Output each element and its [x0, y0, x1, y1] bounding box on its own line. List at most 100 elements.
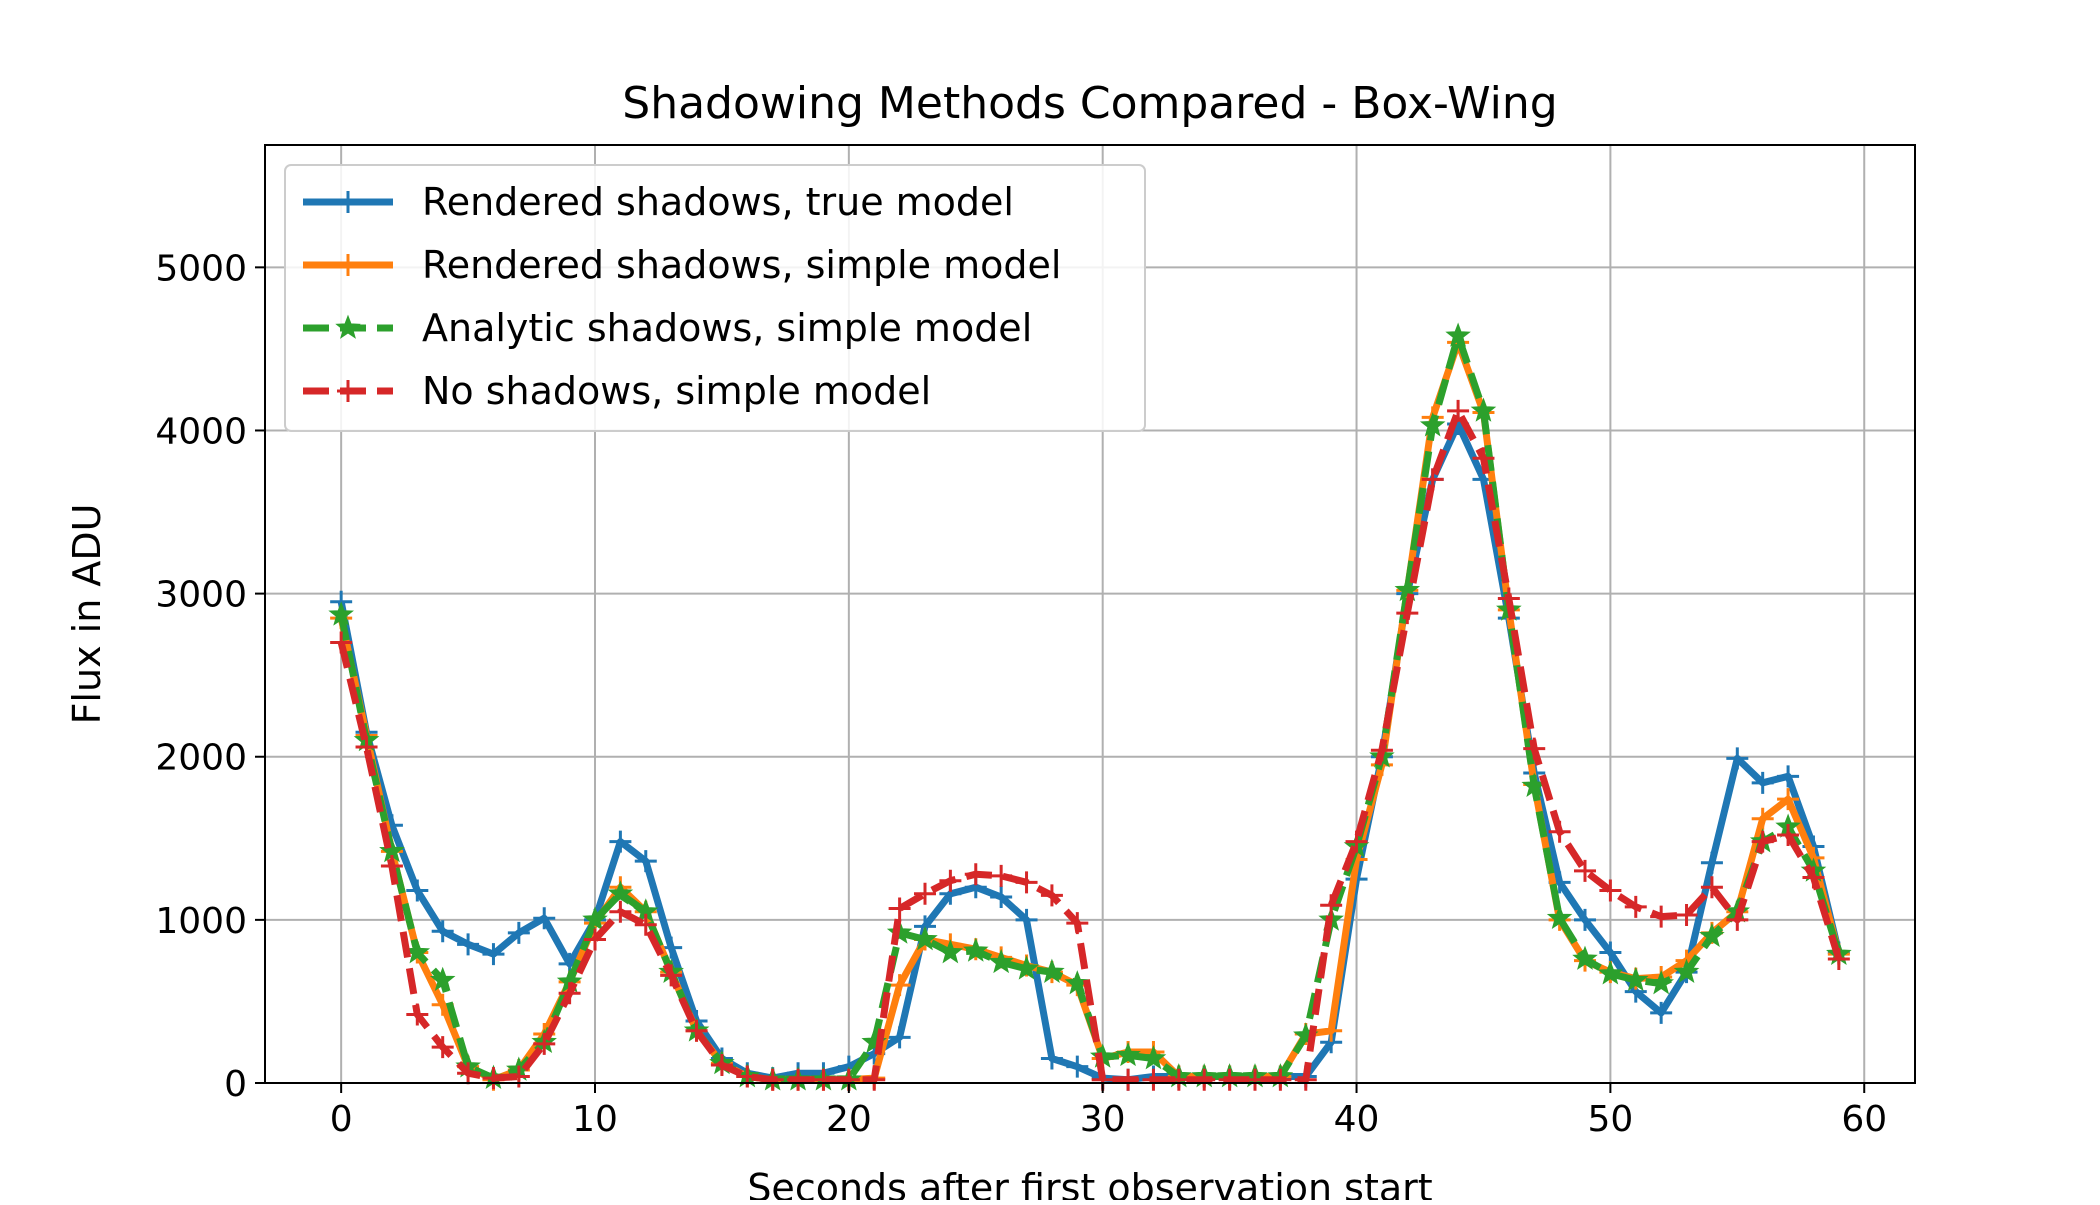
data-point-marker	[710, 1054, 733, 1077]
data-point-marker	[1142, 1068, 1165, 1091]
data-point-marker	[761, 1068, 784, 1091]
data-point-marker	[1193, 1068, 1216, 1091]
data-point-marker	[1269, 1068, 1292, 1091]
data-point-marker	[429, 966, 456, 992]
data-point-marker	[1726, 747, 1749, 770]
data-point-marker	[482, 943, 505, 966]
series-4	[330, 399, 1850, 1091]
data-point-marker	[380, 855, 403, 878]
data-point-marker	[1650, 905, 1673, 928]
data-point-marker	[1650, 1001, 1673, 1024]
data-point-marker	[1117, 1068, 1140, 1091]
y-tick-label: 1000	[155, 901, 247, 942]
data-point-marker	[888, 974, 911, 997]
data-point-marker	[660, 964, 683, 987]
data-point-marker	[558, 982, 581, 1005]
data-point-marker	[1066, 912, 1089, 935]
x-tick-label: 40	[1334, 1099, 1380, 1140]
data-point-marker	[990, 864, 1013, 887]
data-point-marker	[939, 869, 962, 892]
y-tick-label: 0	[224, 1064, 247, 1105]
data-point-marker	[607, 880, 634, 905]
data-point-marker	[988, 948, 1014, 974]
data-point-marker	[1751, 807, 1774, 830]
data-point-marker	[1421, 468, 1444, 491]
data-point-marker	[1726, 908, 1749, 931]
data-point-marker	[1015, 871, 1038, 894]
data-point-marker	[1572, 945, 1598, 970]
data-point-marker	[1472, 447, 1495, 470]
data-point-marker	[1751, 771, 1774, 794]
data-point-marker	[937, 939, 964, 964]
data-point-marker	[1802, 866, 1825, 889]
data-point-marker	[1751, 830, 1774, 853]
data-point-marker	[584, 928, 606, 951]
data-point-marker	[787, 1068, 810, 1091]
data-point-marker	[457, 1062, 480, 1085]
data-point-marker	[1445, 322, 1471, 347]
data-point-marker	[1115, 1041, 1141, 1067]
data-point-marker	[1777, 824, 1800, 847]
data-point-marker	[1320, 1019, 1343, 1042]
data-point-marker	[1624, 895, 1647, 918]
data-point-marker	[1548, 820, 1571, 843]
y-tick-label: 3000	[155, 575, 247, 616]
data-point-marker	[812, 1068, 835, 1091]
data-point-marker	[1040, 884, 1063, 907]
data-point-marker	[482, 1067, 505, 1090]
legend: Rendered shadows, true model Rendered sha…	[284, 164, 1146, 432]
data-point-marker	[963, 937, 989, 962]
data-point-marker	[355, 735, 378, 758]
data-point-marker	[1777, 788, 1800, 811]
data-point-marker	[1345, 830, 1368, 853]
plot-frame	[264, 144, 1916, 1084]
data-point-marker	[1140, 1045, 1167, 1070]
data-point-marker	[1218, 1068, 1241, 1091]
data-point-marker	[1244, 1068, 1266, 1091]
data-point-marker	[406, 879, 429, 902]
data-point-marker	[1574, 908, 1596, 931]
data-point-marker	[1599, 879, 1622, 902]
data-point-marker	[888, 1026, 911, 1049]
data-point-marker	[990, 886, 1013, 909]
data-point-marker	[1040, 1047, 1063, 1070]
legend-label: No shadows, simple model	[422, 369, 931, 413]
data-point-marker	[1064, 970, 1091, 995]
plot-series	[328, 322, 1852, 1091]
x-tick-label: 30	[1080, 1099, 1126, 1140]
data-point-marker	[1039, 958, 1065, 983]
data-point-marker	[1370, 739, 1393, 762]
data-point-marker	[406, 1003, 429, 1026]
legend-entry-4: No shadows, simple model	[303, 369, 931, 413]
legend-label: Rendered shadows, simple model	[422, 243, 1061, 287]
y-tick-label: 2000	[155, 738, 247, 779]
data-point-marker	[431, 920, 454, 943]
data-point-marker	[914, 882, 936, 905]
legend-entry-3: Analytic shadows, simple model	[303, 306, 1032, 350]
data-point-marker	[337, 380, 359, 402]
data-point-marker	[1497, 587, 1520, 610]
data-point-marker	[335, 314, 361, 339]
data-point-marker	[507, 921, 530, 944]
data-point-marker	[1597, 960, 1624, 985]
legend-label: Analytic shadows, simple model	[422, 306, 1032, 350]
data-point-marker	[1699, 922, 1725, 948]
data-point-marker	[912, 925, 938, 951]
data-point-marker	[337, 254, 359, 276]
data-point-marker	[328, 601, 354, 626]
legend-box	[284, 164, 1146, 432]
legend-label: Rendered shadows, true model	[422, 180, 1014, 224]
x-tick-label: 0	[330, 1099, 353, 1140]
data-point-marker	[1523, 737, 1546, 760]
data-point-marker	[1470, 397, 1497, 422]
data-point-marker	[533, 1032, 556, 1055]
data-point-marker	[1167, 1068, 1190, 1091]
data-point-marker	[1675, 903, 1698, 926]
y-tick-label: 4000	[155, 411, 247, 452]
data-point-marker	[431, 1036, 454, 1059]
data-point-marker	[1673, 958, 1700, 983]
data-point-marker	[1320, 894, 1343, 917]
data-point-marker	[1015, 908, 1038, 931]
data-point-marker	[1294, 1068, 1317, 1091]
